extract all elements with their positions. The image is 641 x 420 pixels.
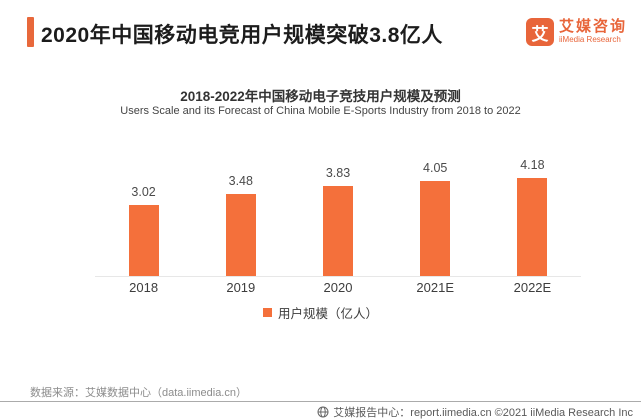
page-title: 2020年中国移动电竞用户规模突破3.8亿人	[41, 24, 443, 47]
logo-text: 艾媒咨询 iiMedia Research	[559, 19, 627, 44]
legend: 用户规模（亿人）	[0, 303, 641, 322]
chart-subtitle: Users Scale and its Forecast of China Mo…	[120, 105, 521, 117]
title-accent-bar	[27, 17, 34, 47]
footer-text: 艾媒报告中心：report.iimedia.cn ©2021 iiMedia R…	[333, 407, 633, 419]
bar	[128, 205, 159, 276]
footer: 艾媒报告中心：report.iimedia.cn ©2021 iiMedia R…	[317, 404, 633, 420]
x-axis-label: 2021E	[416, 280, 454, 295]
bar-column: 4.18	[484, 155, 581, 276]
x-axis-label: 2018	[129, 280, 159, 295]
chart-title: 2018-2022年中国移动电子竞技用户规模及预测	[180, 89, 461, 104]
footer-divider	[0, 401, 641, 402]
bar-column: 3.83	[289, 155, 386, 276]
x-axis-label: 2022E	[513, 280, 552, 295]
bar-column: 4.05	[387, 155, 484, 276]
x-axis-labels: 2018 2019 2020 2021E 2022E	[95, 280, 581, 295]
logo-name-cn: 艾媒咨询	[558, 18, 627, 36]
bar-value-label: 3.48	[228, 174, 253, 189]
bar-value-label: 3.83	[325, 166, 351, 180]
bar-value-label: 3.02	[131, 185, 156, 199]
x-axis-label: 2019	[226, 280, 256, 295]
globe-icon	[317, 406, 329, 418]
bar-column: 3.48	[192, 155, 289, 276]
legend-swatch-icon	[262, 308, 272, 317]
bar	[225, 194, 256, 276]
data-source: 数据来源：艾媒数据中心（data.iimedia.cn）	[30, 387, 247, 399]
bar-value-label: 4.18	[520, 157, 545, 172]
logo-mark-glyph: 艾	[531, 24, 549, 44]
legend-label: 用户规模（亿人）	[277, 307, 378, 321]
x-axis-label: 2020	[323, 280, 353, 295]
iimedia-logo: 艾 艾媒咨询 iiMedia Research	[525, 18, 627, 46]
bar	[517, 177, 548, 276]
plot-columns: 3.02 3.48 3.83 4.05 4.18	[95, 155, 581, 276]
plot-area: 3.02 3.48 3.83 4.05 4.18	[95, 155, 581, 277]
logo-mark-icon: 艾	[525, 18, 554, 46]
bar	[420, 180, 451, 276]
bar-value-label: 4.05	[423, 160, 448, 175]
bar-column: 3.02	[95, 155, 192, 276]
logo-name-en: iiMedia Research	[558, 34, 621, 44]
bar	[323, 186, 353, 276]
